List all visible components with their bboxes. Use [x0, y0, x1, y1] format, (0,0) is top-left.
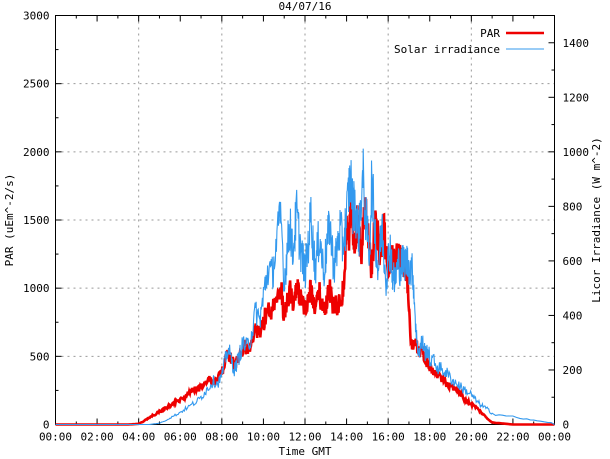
y-tick-label: 1000	[23, 282, 50, 295]
y2-axis-label: Licor Irradiance (W m^-2)	[590, 137, 603, 303]
x-tick-label: 12:00	[288, 431, 321, 444]
y2-tick-label: 0	[563, 419, 570, 432]
y2-tick-label: 800	[563, 200, 583, 213]
y2-tick-label: 1400	[563, 37, 590, 50]
legend-label-1: PAR	[480, 27, 500, 40]
x-tick-label: 18:00	[413, 431, 446, 444]
series-layer	[55, 148, 555, 426]
gridlines	[55, 15, 555, 425]
y2-tick-label: 1000	[563, 146, 590, 159]
x-tick-label: 16:00	[372, 431, 405, 444]
x-tick-label: 22:00	[496, 431, 529, 444]
chart-title: 04/07/16	[278, 0, 332, 13]
x-axis-label: Time GMT	[279, 445, 332, 458]
legend-label-2: Solar irradiance	[394, 43, 500, 56]
y-tick-label: 3000	[23, 10, 50, 23]
series-line-1	[55, 197, 555, 426]
y2-tick-label: 200	[563, 364, 583, 377]
y2-tick-label: 400	[563, 309, 583, 322]
x-tick-label: 06:00	[164, 431, 197, 444]
y-tick-label: 2000	[23, 146, 50, 159]
series-line-2	[55, 148, 555, 426]
y-tick-label: 1500	[23, 214, 50, 227]
y-axis-label: PAR (uEm^-2/s)	[3, 174, 16, 267]
y-tick-label: 2500	[23, 78, 50, 91]
y-tick-label: 500	[30, 350, 50, 363]
x-tick-label: 00:00	[538, 431, 571, 444]
y-tick-label: 0	[43, 419, 50, 432]
x-tick-label: 20:00	[455, 431, 488, 444]
y2-tick-label: 1200	[563, 91, 590, 104]
x-tick-label: 14:00	[330, 431, 363, 444]
x-tick-label: 10:00	[247, 431, 280, 444]
major-ticks	[55, 15, 555, 425]
plot-frame	[55, 15, 555, 425]
x-tick-label: 04:00	[122, 431, 155, 444]
x-tick-label: 08:00	[205, 431, 238, 444]
tick-labels: 0 500 1000 1500 2000 2500 3000 0 200 400 600 800 100…	[23, 10, 589, 444]
x-tick-label: 00:00	[39, 431, 72, 444]
y2-tick-label: 600	[563, 255, 583, 268]
chart-legend: PAR Solar irradiance	[394, 27, 544, 56]
x-tick-label: 02:00	[81, 431, 114, 444]
